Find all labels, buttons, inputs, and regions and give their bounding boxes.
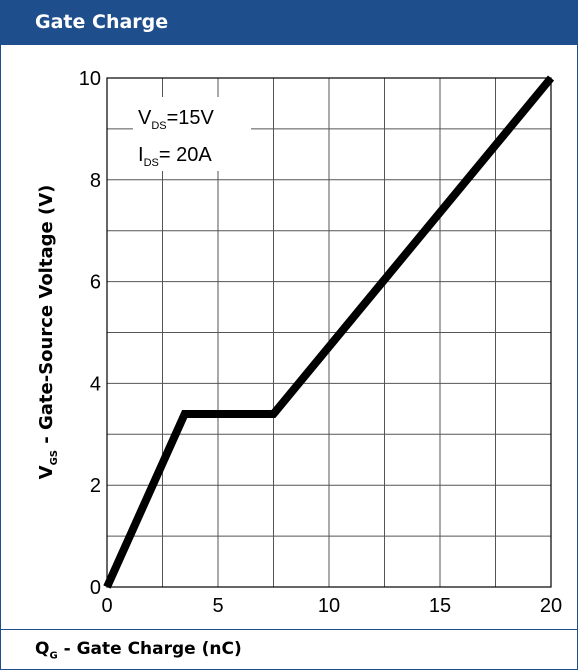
x-tick-label: 20 [540,595,562,617]
chart-header: Gate Charge [1,1,577,45]
y-tick-label: 6 [90,272,101,294]
y-tick-label: 2 [90,475,101,497]
x-tick-label: 10 [318,595,340,617]
series-line [103,75,555,589]
y-tick-label: 8 [90,170,101,192]
y-tick-label: 10 [79,68,101,90]
footer-divider [1,629,577,630]
y-axis-label: VGS - Gate-Source Voltage (V) [36,185,60,480]
annotation-ids-rest: = 20A [159,144,212,166]
x-tick-label: 15 [429,595,451,617]
annotation-vds: VDS=15V [138,107,215,132]
x-axis-label-rest: - Gate Charge (nC) [57,639,242,659]
annotation-ids-main: I [138,144,144,166]
annotation-vds-rest: =15V [167,107,215,129]
x-axis-label: QG - Gate Charge (nC) [35,639,242,661]
x-axis-label-sub: G [49,650,58,662]
y-tick-label: 0 [90,577,101,599]
annotation-vds-sub: DS [151,120,166,132]
x-tick-label: 0 [101,595,112,617]
x-axis-label-main: Q [35,639,50,659]
annotation-ids-sub: DS [144,157,159,169]
x-tick-label: 5 [212,595,223,617]
annotation-vds-main: V [138,107,152,129]
y-axis-label-rest: - Gate-Source Voltage (V) [36,185,57,450]
chart-title: Gate Charge [35,11,169,33]
y-axis-label-sub: GS [49,450,60,465]
annotation-box [133,97,251,171]
plot-border [106,77,552,588]
y-tick-label: 4 [90,373,101,395]
y-axis-label-main: V [36,465,57,479]
annotation-ids: IDS= 20A [138,144,212,169]
